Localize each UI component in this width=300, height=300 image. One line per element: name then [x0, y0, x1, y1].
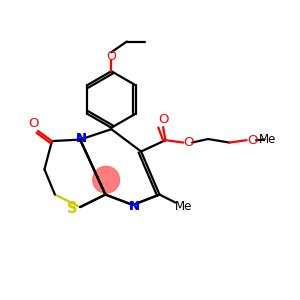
Text: N: N — [128, 200, 140, 213]
Text: Me: Me — [175, 200, 192, 213]
Text: O: O — [28, 117, 38, 130]
Text: N: N — [76, 132, 87, 145]
Text: O: O — [247, 134, 258, 147]
Text: S: S — [68, 201, 78, 216]
Text: O: O — [183, 136, 194, 149]
Text: N: N — [76, 132, 87, 145]
Text: O: O — [106, 50, 116, 63]
Text: Me: Me — [259, 133, 277, 146]
Text: N: N — [128, 200, 140, 213]
Text: O: O — [158, 113, 168, 126]
Circle shape — [93, 166, 119, 193]
